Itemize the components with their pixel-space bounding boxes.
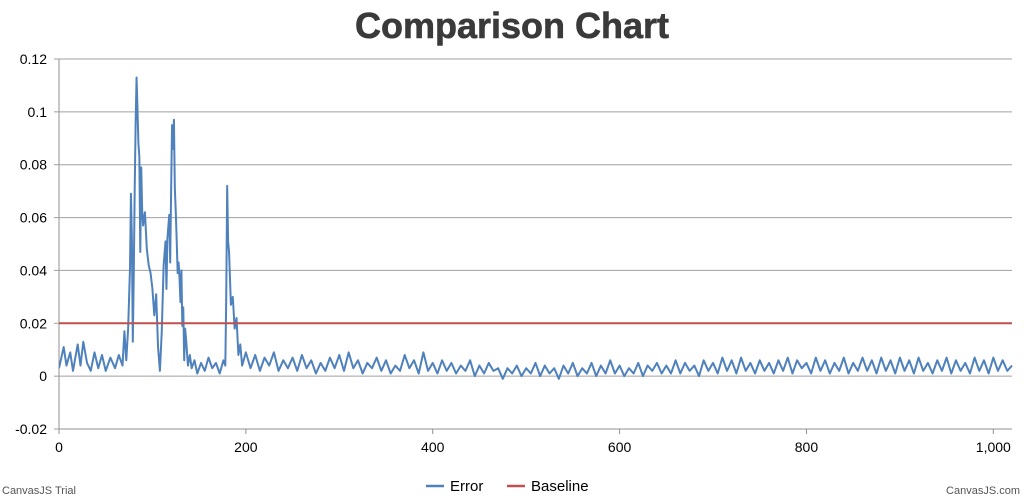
x-tick-label: 800 xyxy=(795,439,819,455)
y-tick-label: 0.04 xyxy=(20,262,47,278)
y-tick-label: 0.02 xyxy=(20,315,47,331)
y-tick-label: 0.1 xyxy=(28,104,48,120)
legend-item-error[interactable]: Error xyxy=(426,478,483,495)
x-tick-label: 200 xyxy=(234,439,258,455)
y-axis-ticks: -0.02 0 0.02 0.04 0.06 0.08 0.1 0.12 xyxy=(15,51,59,437)
x-tick-label: 0 xyxy=(55,439,63,455)
y-tick-label: -0.02 xyxy=(15,421,47,437)
axes xyxy=(58,59,1012,430)
x-tick-label: 400 xyxy=(421,439,445,455)
legend[interactable]: Error Baseline xyxy=(426,478,589,495)
legend-label: Error xyxy=(450,478,483,495)
series-line-error[interactable] xyxy=(59,76,1013,380)
footer-site-label[interactable]: CanvasJS.com xyxy=(946,485,1020,497)
y-tick-label: 0.06 xyxy=(20,210,47,226)
y-tick-label: 0 xyxy=(39,368,47,384)
plot-area xyxy=(59,76,1013,380)
x-tick-label: 1,000 xyxy=(976,439,1011,455)
chart-title: Comparison Chart xyxy=(355,5,669,46)
footer-trial-label: CanvasJS Trial xyxy=(2,485,76,497)
x-axis-ticks: 0 200 400 600 800 1,000 xyxy=(55,429,1011,455)
legend-label: Baseline xyxy=(531,478,589,495)
y-tick-label: 0.08 xyxy=(20,157,47,173)
x-tick-label: 600 xyxy=(608,439,632,455)
gridlines xyxy=(59,58,1012,430)
y-tick-label: 0.12 xyxy=(20,51,47,67)
legend-item-baseline[interactable]: Baseline xyxy=(507,478,589,495)
